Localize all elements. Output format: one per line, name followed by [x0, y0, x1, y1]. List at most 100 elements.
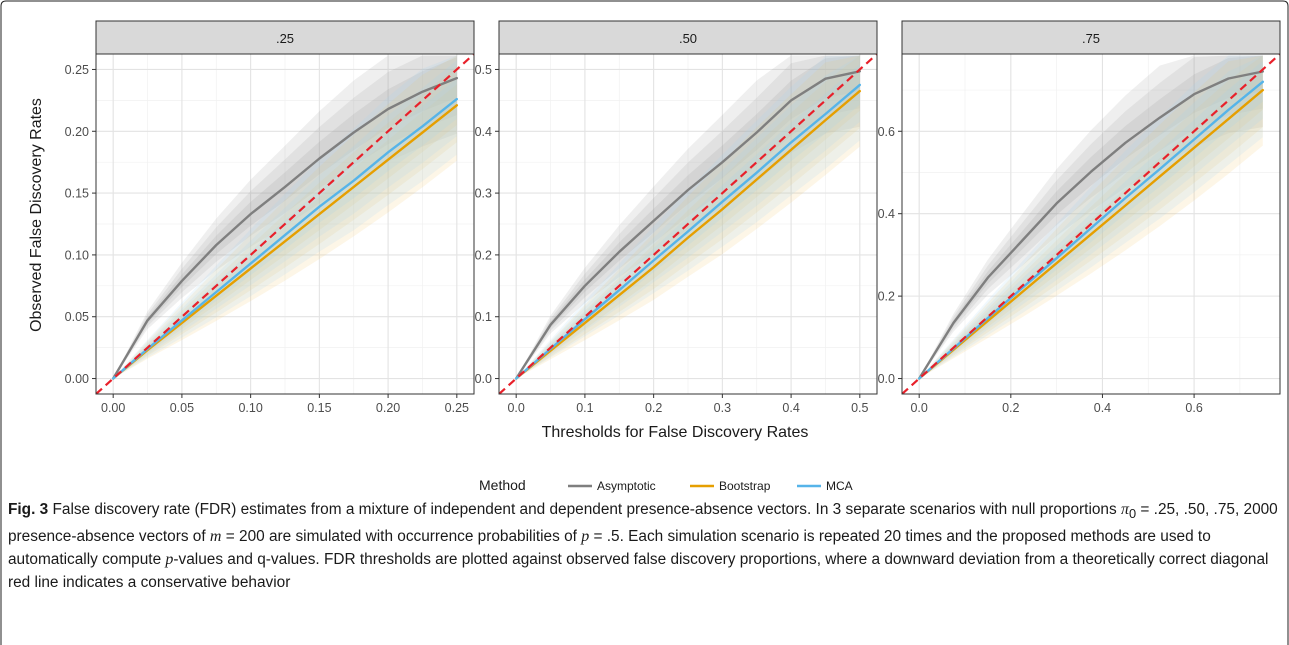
- y-tick-label: 0.00: [65, 372, 89, 386]
- reference-diagonal-line: [499, 54, 877, 394]
- panel-plot-area: [499, 54, 877, 394]
- x-axis-title: Thresholds for False Discovery Rates: [542, 424, 809, 441]
- series-line-asymptotic: [918, 70, 1265, 380]
- band-mca: [919, 55, 1263, 379]
- x-tick-label: 0.0: [507, 401, 524, 415]
- y-tick-label: 0.1: [475, 310, 492, 324]
- band-asymptotic: [919, 55, 1263, 379]
- panel-strip-label: .25: [276, 31, 294, 46]
- panel-border: [901, 53, 1281, 395]
- x-tick-label: 0.05: [170, 401, 194, 415]
- band-asymptotic: [113, 55, 457, 379]
- legend-label-mca: MCA: [826, 479, 853, 493]
- legend-label-asymptotic: Asymptotic: [597, 479, 656, 493]
- band-bootstrap: [516, 55, 860, 379]
- band-mca: [919, 55, 1263, 379]
- band-mca: [516, 55, 860, 379]
- y-tick-label: 0.2: [475, 248, 492, 262]
- x-tick-label: 0.0: [910, 401, 927, 415]
- series-line-bootstrap: [111, 104, 458, 380]
- y-tick-label: 0.5: [475, 63, 492, 77]
- caption-pi: π: [1120, 501, 1129, 518]
- y-tick-label: 0.4: [878, 207, 895, 221]
- reference-diagonal-line: [902, 54, 1280, 394]
- caption-text-2: = .25, .50, .75, 2000 presence-absence v…: [8, 501, 1278, 546]
- y-tick-label: 0.6: [878, 125, 895, 139]
- series-line-asymptotic: [111, 76, 458, 380]
- y-tick-label: 0.20: [65, 125, 89, 139]
- band-mca: [113, 60, 457, 379]
- legend-label-bootstrap: Bootstrap: [719, 479, 771, 493]
- x-tick-label: 0.2: [645, 401, 662, 415]
- x-tick-label: 0.2: [1002, 401, 1019, 415]
- x-tick-label: 0.5: [851, 401, 868, 415]
- y-axis-title: Observed False Discovery Rates: [28, 98, 45, 332]
- x-tick-label: 0.00: [101, 401, 125, 415]
- panel-strip: [498, 20, 878, 55]
- band-bootstrap: [919, 55, 1263, 379]
- panel-plot-area: [96, 54, 474, 394]
- band-mca: [113, 78, 457, 379]
- y-tick-label: 0.2: [878, 290, 895, 304]
- panel-plot-area: [902, 54, 1280, 394]
- y-tick-label: 0.4: [475, 125, 492, 139]
- band-bootstrap: [113, 66, 457, 379]
- facet-panels: .25 0.00 0.05 0.10 0.15 0.20 0.25 0.00 0.05 0.10 0…: [65, 20, 1281, 415]
- panel-3: .75 0.0 0.2 0.4 0.6 0.0 0.2 0.4 0.6: [878, 20, 1281, 415]
- y-tick-label: 0.25: [65, 63, 89, 77]
- series-line-bootstrap: [918, 88, 1265, 380]
- x-tick-label: 0.25: [445, 401, 469, 415]
- x-tick-label: 0.3: [714, 401, 731, 415]
- band-mca: [113, 55, 457, 379]
- panel-border: [498, 53, 878, 395]
- y-tick-label: 0.05: [65, 310, 89, 324]
- band-bootstrap: [516, 55, 860, 379]
- y-tick-label: 0.3: [475, 187, 492, 201]
- panel-border: [95, 53, 475, 395]
- series-line-bootstrap: [515, 89, 861, 380]
- band-asymptotic: [113, 57, 457, 379]
- x-tick-label: 0.6: [1185, 401, 1202, 415]
- band-asymptotic: [516, 55, 860, 379]
- reference-diagonal-line: [96, 54, 474, 394]
- panel-2: .50 0.0 0.1 0.2 0.3 0.4 0.5 0.0 0.1 0.2 0.3 0.4 0.5: [475, 20, 878, 415]
- caption-text-1: False discovery rate (FDR) estimates fro…: [48, 501, 1121, 518]
- caption-text-3: = 200 are simulated with occurrence prob…: [221, 528, 582, 546]
- series-line-mca: [111, 97, 458, 380]
- band-asymptotic: [919, 55, 1263, 379]
- series-line-mca: [515, 83, 861, 380]
- x-tick-label: 0.4: [782, 401, 799, 415]
- caption-p: p: [581, 528, 590, 546]
- x-tick-label: 0.10: [238, 401, 262, 415]
- caption-p-2: p: [165, 551, 174, 569]
- x-tick-label: 0.1: [576, 401, 593, 415]
- y-tick-label: 0.15: [65, 187, 89, 201]
- band-asymptotic: [516, 55, 860, 379]
- legend: Method Asymptotic Bootstrap MCA: [479, 477, 853, 493]
- band-asymptotic: [516, 55, 860, 379]
- caption-text-5: -values and q-values. FDR thresholds are…: [8, 551, 1269, 592]
- band-bootstrap: [113, 55, 457, 379]
- legend-title: Method: [479, 477, 526, 493]
- y-tick-label: 0.0: [475, 372, 492, 386]
- y-tick-label: 0.0: [878, 372, 895, 386]
- figure-caption: Fig. 3 False discovery rate (FDR) estima…: [8, 498, 1278, 594]
- panel-1: .25 0.00 0.05 0.10 0.15 0.20 0.25 0.00 0.05 0.10 0…: [65, 20, 475, 415]
- band-asymptotic: [113, 55, 457, 379]
- x-tick-label: 0.20: [376, 401, 400, 415]
- band-bootstrap: [919, 55, 1263, 379]
- caption-m: m: [209, 528, 222, 546]
- band-mca: [516, 55, 860, 379]
- x-tick-label: 0.4: [1094, 401, 1111, 415]
- x-tick-label: 0.15: [307, 401, 331, 415]
- band-mca: [516, 64, 860, 379]
- series-line-asymptotic: [515, 70, 861, 380]
- band-mca: [919, 61, 1263, 379]
- caption-text-4: = .5. Each simulation scenario is repeat…: [8, 528, 1211, 569]
- panel-strip-label: .75: [1082, 31, 1100, 46]
- series-line-mca: [918, 80, 1265, 380]
- band-asymptotic: [919, 55, 1263, 379]
- panel-strip: [901, 20, 1281, 55]
